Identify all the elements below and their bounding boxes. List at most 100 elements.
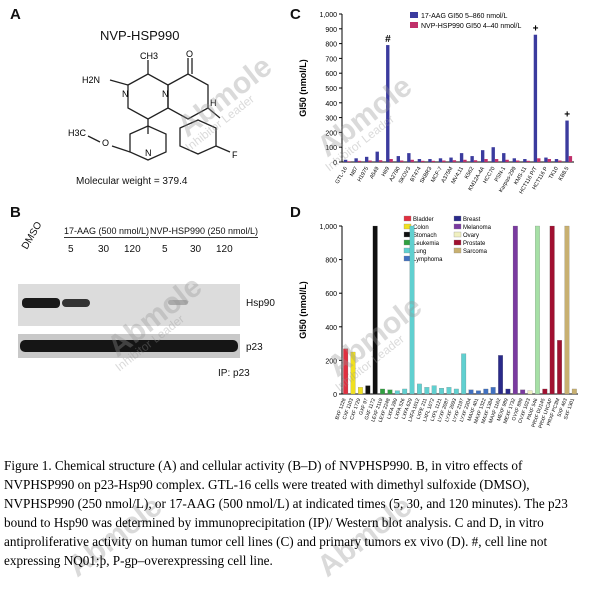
chart-c-ytick-label: 200 bbox=[325, 130, 337, 137]
chart-c-bar bbox=[565, 120, 569, 162]
chart-d-legend-label: Sarcoma bbox=[463, 249, 488, 255]
chart-d-bar bbox=[439, 388, 444, 395]
chart-d-bar bbox=[535, 225, 540, 395]
chart-d-bar bbox=[417, 383, 422, 395]
chart-c-bar bbox=[554, 159, 559, 162]
chart-d-bar bbox=[358, 387, 363, 395]
atom-f: F bbox=[232, 150, 238, 160]
chart-c-xtick-label: GTL-16 bbox=[334, 166, 349, 185]
chart-d-ytick-label: 800 bbox=[325, 258, 337, 265]
p23-label: p23 bbox=[246, 342, 263, 353]
chart-c-legend-swatch bbox=[410, 12, 418, 18]
hsp90-label: Hsp90 bbox=[246, 298, 275, 309]
chart-d-legend-label: Melanoma bbox=[463, 225, 492, 231]
time-5-a: 5 bbox=[68, 244, 74, 255]
p23-blot bbox=[18, 334, 240, 358]
hsp90-band-nvp-5 bbox=[168, 300, 188, 305]
chart-c-annotation: # bbox=[385, 34, 391, 45]
atom-n3: N bbox=[145, 148, 152, 158]
chart-c-xtick-label: TK10 bbox=[548, 166, 560, 180]
chart-c-bar bbox=[396, 156, 400, 162]
atom-n1: N bbox=[122, 89, 129, 99]
chart-d-bar bbox=[343, 348, 349, 395]
chart-d-bar bbox=[498, 355, 503, 395]
chart-c-xtick-label: KB8.5 bbox=[558, 166, 571, 182]
chart-c-bar bbox=[502, 153, 506, 162]
chart-c-bar bbox=[523, 159, 527, 162]
panel-b-letter: B bbox=[10, 204, 21, 221]
chart-d-bar bbox=[549, 225, 555, 395]
chart-c-ylabel: GI50 (nmol/L) bbox=[298, 59, 308, 117]
chart-c-bar bbox=[491, 147, 495, 162]
chart-d-bar bbox=[431, 385, 437, 395]
chart-c-bar bbox=[480, 150, 485, 162]
chart-c-legend-swatch bbox=[410, 22, 418, 28]
chart-d-bar bbox=[476, 390, 481, 395]
chart-d-legend-label: Lung bbox=[413, 249, 426, 255]
chart-d-legend-label: Leukemia bbox=[413, 241, 440, 247]
chart-c-xtick-label: K562 bbox=[464, 166, 476, 180]
chart-c-bar bbox=[375, 151, 379, 162]
chart-c-bar bbox=[473, 160, 478, 162]
chart-d-bar bbox=[542, 388, 548, 395]
chart-d-ytick-label: 400 bbox=[325, 325, 337, 332]
hsp90-blot bbox=[18, 284, 240, 326]
chart-c-bar bbox=[438, 158, 443, 162]
group-17aag: 17-AAG (500 nmol/L) bbox=[64, 226, 150, 238]
time-5-b: 5 bbox=[162, 244, 168, 255]
chart-d-ytick-label: 200 bbox=[325, 358, 337, 365]
chart-d-legend-swatch bbox=[453, 247, 462, 254]
chart-d-bar bbox=[512, 225, 518, 395]
chart-c-xtick-label: A549 bbox=[369, 166, 381, 180]
chart-d-legend-swatch bbox=[453, 231, 462, 238]
fluorophenyl-ring bbox=[179, 119, 217, 155]
chart-c-bar bbox=[526, 160, 530, 162]
chart-c-bar bbox=[354, 158, 358, 162]
chart-c-annotation: + bbox=[533, 24, 539, 35]
chart-d-bar bbox=[557, 340, 562, 395]
time-120-a: 120 bbox=[124, 244, 141, 255]
chemical-structure: CH3 O H2N N N H H3C O N F bbox=[68, 50, 238, 161]
chart-d-ytick-label: 1,000 bbox=[319, 224, 337, 231]
chart-d-bar bbox=[571, 388, 577, 395]
chart-d-bar bbox=[380, 388, 385, 395]
chart-d-bar bbox=[520, 389, 526, 395]
chart-c-bar bbox=[463, 159, 467, 162]
hsp90-band-dmso bbox=[22, 298, 60, 308]
chart-c-bar bbox=[347, 161, 351, 162]
chart-c-bar bbox=[470, 156, 474, 162]
chart-c-bar bbox=[547, 159, 552, 162]
chart-c-bar bbox=[449, 157, 453, 162]
chart-d-bar bbox=[402, 388, 408, 395]
panel-a-letter: A bbox=[10, 6, 21, 23]
chart-d-ytick-label: 600 bbox=[325, 291, 337, 298]
time-30-b: 30 bbox=[190, 244, 202, 255]
chart-d-legend-swatch bbox=[453, 223, 462, 230]
chart-d-bar bbox=[461, 353, 467, 395]
chart-d-ytick-label: 0 bbox=[333, 392, 337, 399]
chart-d-legend-label: Lymphoma bbox=[413, 257, 443, 263]
chart-c-xtick-label: H69 bbox=[381, 166, 391, 178]
lactam-ring bbox=[167, 73, 209, 120]
chart-c-bar bbox=[431, 160, 436, 162]
hsp90-band-17aag-5 bbox=[62, 299, 90, 307]
chart-c-bar bbox=[512, 158, 516, 162]
chart-c-bar bbox=[386, 45, 390, 162]
chart-c-ytick-label: 600 bbox=[325, 71, 337, 78]
chart-d-legend-label: Prostate bbox=[463, 241, 486, 247]
figure-caption: Figure 1. Chemical structure (A) and cel… bbox=[4, 458, 568, 568]
chart-c-bar bbox=[533, 34, 538, 162]
atom-ch3: CH3 bbox=[140, 51, 158, 61]
atom-h: H bbox=[210, 98, 217, 108]
chart-c-bar bbox=[558, 160, 562, 162]
chart-c-xtick-label: N87 bbox=[349, 166, 359, 178]
group-nvp: NVP-HSP990 (250 nmol/L) bbox=[150, 226, 259, 238]
chart-c-bar bbox=[568, 156, 573, 162]
chart-c-bar bbox=[364, 156, 369, 162]
chart-d-legend-label: Ovary bbox=[463, 233, 479, 239]
chart-c-ytick-label: 100 bbox=[325, 145, 337, 152]
chart-d-bar bbox=[527, 390, 533, 395]
chart-d-bar bbox=[490, 387, 496, 395]
chart-d-bar bbox=[372, 225, 378, 395]
chart-c-legend-label: 17-AAG GI50 5–860 nmol/L bbox=[421, 13, 507, 20]
